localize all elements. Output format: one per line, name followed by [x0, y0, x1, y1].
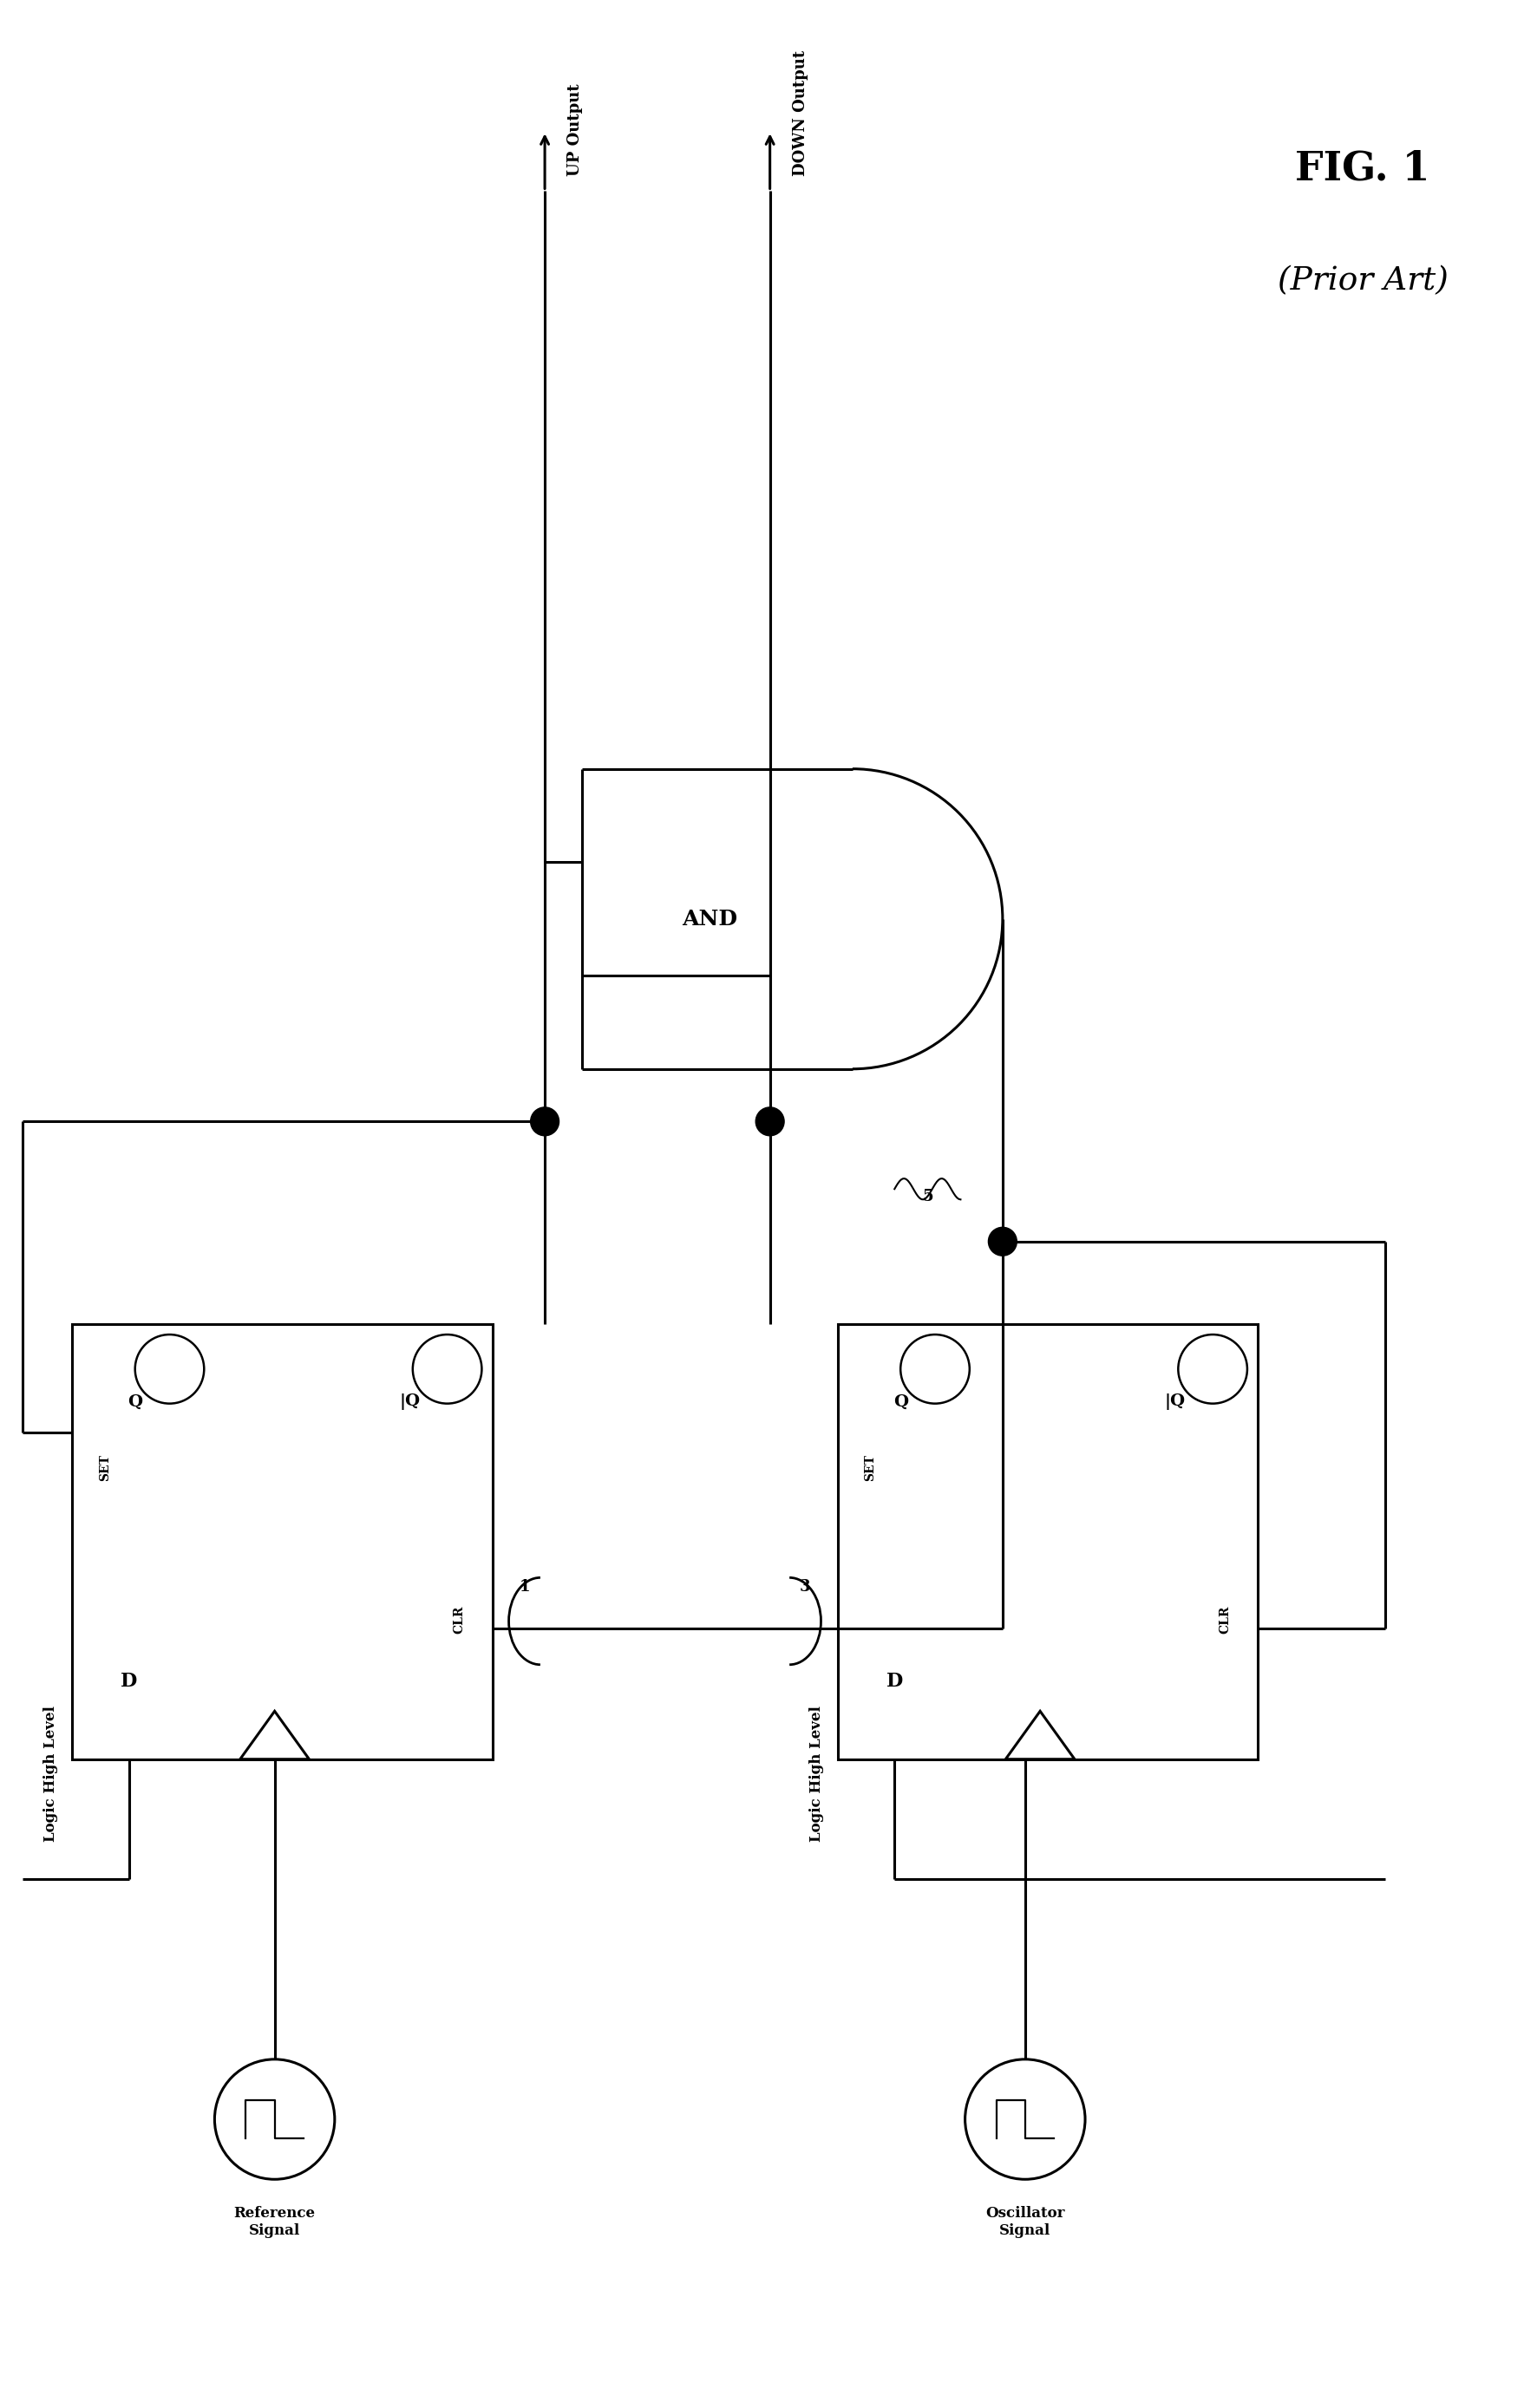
- Text: Oscillator
Signal: Oscillator Signal: [985, 2206, 1064, 2237]
- Text: Q: Q: [893, 1394, 907, 1409]
- Text: SET: SET: [99, 1454, 111, 1481]
- Circle shape: [530, 1108, 559, 1137]
- Text: FIG. 1: FIG. 1: [1294, 149, 1430, 188]
- Text: 5: 5: [922, 1190, 933, 1204]
- Text: Logic High Level: Logic High Level: [44, 1707, 58, 1842]
- Text: (Prior Art): (Prior Art): [1277, 265, 1448, 296]
- Text: 1: 1: [520, 1580, 530, 1594]
- Text: UP Output: UP Output: [567, 84, 582, 176]
- Text: CLR: CLR: [453, 1606, 465, 1635]
- Text: AND: AND: [681, 908, 738, 929]
- Text: Reference
Signal: Reference Signal: [233, 2206, 315, 2237]
- Circle shape: [756, 1108, 783, 1137]
- Circle shape: [988, 1228, 1017, 1255]
- Text: Logic High Level: Logic High Level: [809, 1707, 823, 1842]
- Text: D: D: [885, 1671, 902, 1690]
- Text: D: D: [120, 1671, 137, 1690]
- Text: 3: 3: [799, 1580, 809, 1594]
- Text: SET: SET: [864, 1454, 876, 1481]
- Bar: [72, 1324, 492, 1760]
- Bar: [837, 1324, 1257, 1760]
- Text: DOWN Output: DOWN Output: [792, 51, 808, 176]
- Text: |Q: |Q: [1164, 1394, 1186, 1411]
- Text: Q: Q: [128, 1394, 142, 1409]
- Text: CLR: CLR: [1218, 1606, 1230, 1635]
- Text: |Q: |Q: [399, 1394, 421, 1411]
